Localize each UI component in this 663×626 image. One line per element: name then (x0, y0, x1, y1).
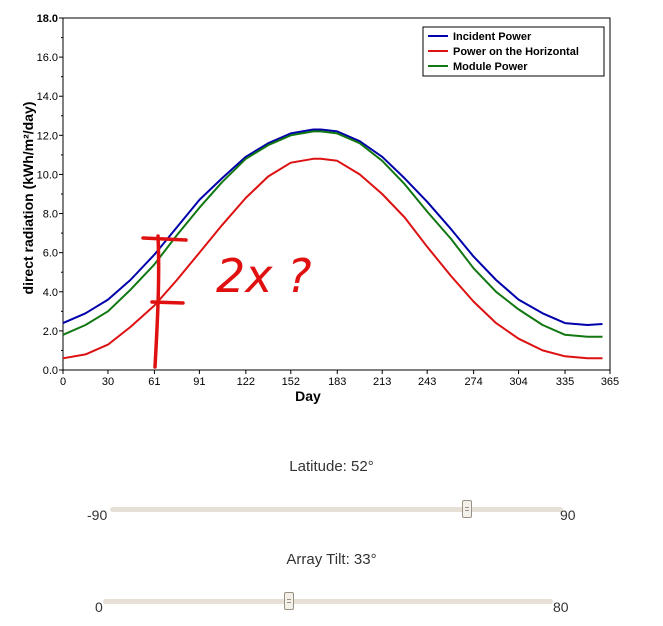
x-tick-label: 213 (373, 376, 391, 388)
array-tilt-slider-track[interactable] (103, 599, 553, 604)
latitude-min-label: -90 (87, 507, 108, 523)
annotation-bar-top (141, 236, 188, 242)
x-tick-label: 243 (418, 376, 436, 388)
y-tick-label: 12.0 (37, 130, 58, 142)
array-tilt-label: Array Tilt: 33° (286, 551, 377, 568)
x-tick-label: 0 (60, 376, 66, 388)
x-tick-label: 183 (328, 376, 346, 388)
x-tick-label: 122 (237, 376, 255, 388)
y-tick-label: 0.0 (43, 365, 58, 377)
x-tick-label: 274 (464, 376, 482, 388)
legend-entry: Incident Power (453, 31, 532, 43)
legend-box (422, 26, 605, 77)
annotation-bar-bottom (150, 300, 185, 305)
array-tilt-max-label: 80 (553, 599, 569, 615)
y-tick-label: 14.0 (37, 91, 58, 103)
annotation-text: 2x ? (216, 249, 312, 303)
y-tick-label: 6.0 (43, 248, 58, 260)
radiation-chart: 0.0 2.0 4.0 6.0 8.0 10.0 12.0 14.0 16.0 18.0 0 30 61… (20, 13, 620, 404)
array-tilt-min-label: 0 (95, 599, 103, 615)
y-tick-label: 10.0 (37, 169, 58, 181)
x-axis-label: Day (295, 388, 321, 404)
latitude-label: Latitude: 52° (289, 458, 374, 475)
y-tick-label: 8.0 (43, 209, 58, 221)
annotation-bar-vertical (153, 234, 161, 369)
legend-entry: Power on the Horizontal (453, 46, 579, 58)
x-tick-label: 304 (509, 376, 527, 388)
plot-area (62, 17, 611, 371)
legend-entry: Module Power (453, 61, 528, 73)
y-tick-label: 16.0 (37, 52, 58, 64)
y-tick-label: 18.0 (37, 13, 58, 25)
x-tick-label: 61 (148, 376, 160, 388)
annotation-layer: 2x ? (141, 234, 312, 369)
x-tick-label: 30 (102, 376, 114, 388)
axes: 0.0 2.0 4.0 6.0 8.0 10.0 12.0 14.0 16.0 18.0 0 30 61… (37, 13, 620, 388)
y-tick-label: 4.0 (43, 287, 58, 299)
latitude-slider-track[interactable] (110, 507, 563, 512)
y-tick-label: 2.0 (43, 326, 58, 338)
array-tilt-slider-block: Array Tilt: 33° 0 80 (0, 550, 663, 626)
latitude-slider-thumb[interactable] (462, 500, 473, 518)
x-tick-label: 91 (193, 376, 205, 388)
x-tick-label: 335 (556, 376, 574, 388)
latitude-slider-block: Latitude: 52° -90 90 (0, 455, 663, 535)
x-tick-label: 365 (601, 376, 619, 388)
x-tick-label: 152 (282, 376, 300, 388)
y-axis-label: direct radiation (kWh/m²/day) (20, 102, 36, 295)
latitude-max-label: 90 (560, 507, 576, 523)
plot-frame (62, 17, 611, 371)
legend: Incident Power Power on the Horizontal Mod… (422, 26, 605, 77)
array-tilt-slider-thumb[interactable] (283, 592, 294, 610)
